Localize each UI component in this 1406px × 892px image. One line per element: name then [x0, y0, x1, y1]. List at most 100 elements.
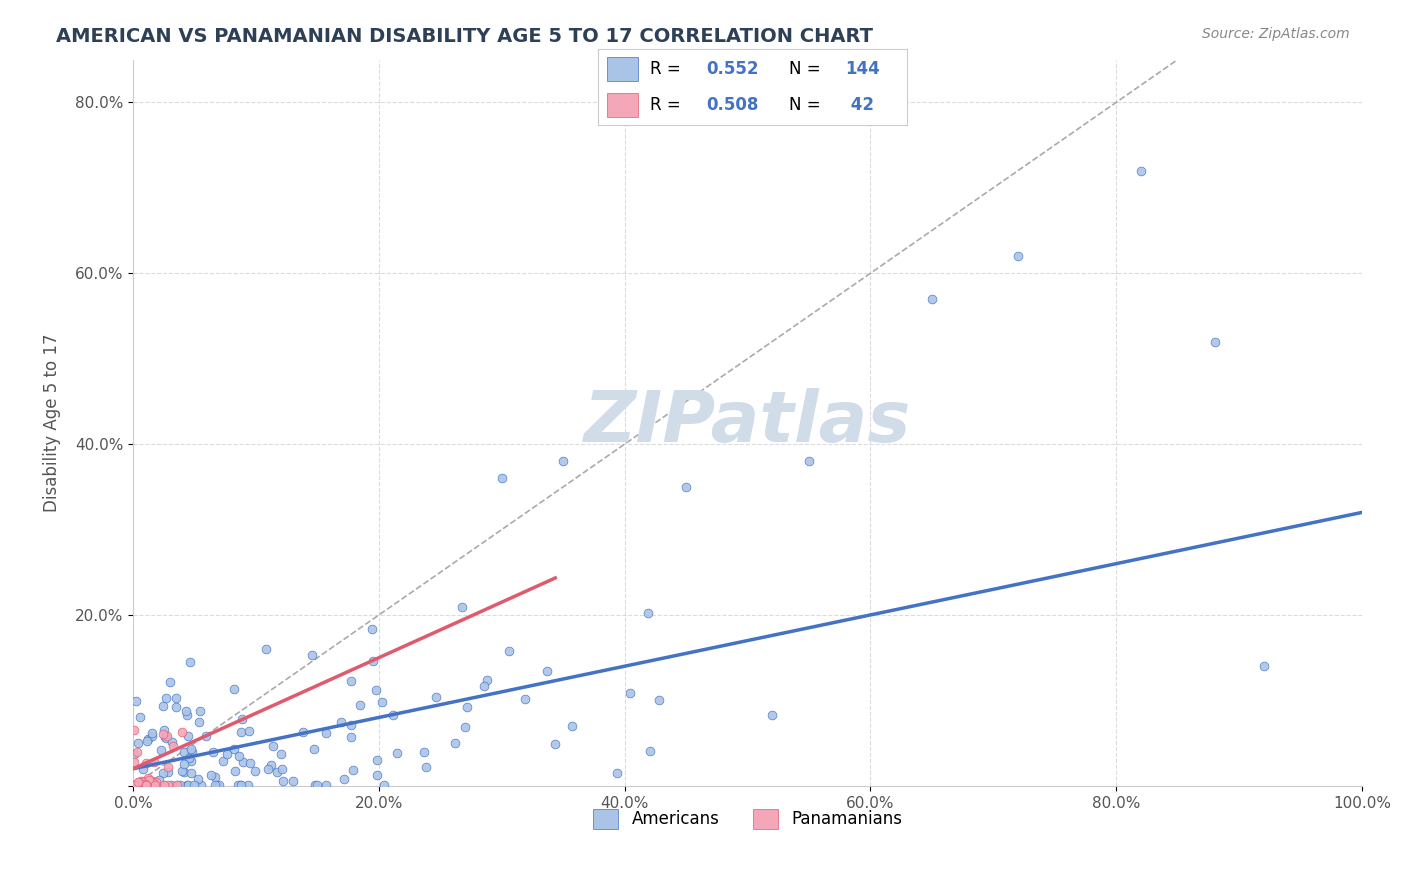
- Americans: [475, 673, 498, 687]
- Americans: [256, 762, 278, 776]
- Americans: [307, 778, 329, 792]
- Americans: [229, 778, 252, 792]
- Panamanians: [135, 778, 157, 792]
- Americans: [159, 674, 181, 689]
- Americans: [148, 772, 170, 787]
- Americans: [472, 679, 495, 693]
- Americans: [254, 641, 277, 656]
- Americans: [1204, 334, 1226, 349]
- Bar: [607, 57, 638, 81]
- Text: R =: R =: [650, 60, 686, 78]
- Americans: [173, 756, 195, 771]
- Americans: [224, 764, 246, 778]
- Panamanians: [142, 773, 165, 788]
- Panamanians: [156, 729, 179, 743]
- Americans: [134, 778, 156, 792]
- Americans: [155, 731, 177, 745]
- Panamanians: [138, 777, 160, 791]
- Americans: [157, 764, 180, 779]
- Americans: [169, 778, 191, 792]
- Americans: [165, 700, 187, 714]
- Text: ZIPatlas: ZIPatlas: [583, 388, 911, 458]
- Panamanians: [128, 778, 150, 792]
- Americans: [339, 730, 361, 744]
- Text: R =: R =: [650, 96, 686, 114]
- Americans: [413, 745, 436, 759]
- Americans: [1253, 659, 1275, 673]
- Americans: [382, 707, 405, 722]
- Panamanians: [139, 778, 162, 792]
- Americans: [176, 778, 198, 792]
- Americans: [236, 778, 259, 792]
- Panamanians: [170, 724, 193, 739]
- Americans: [177, 778, 200, 792]
- Panamanians: [129, 778, 152, 792]
- Americans: [132, 762, 155, 776]
- Panamanians: [128, 775, 150, 789]
- Americans: [145, 778, 167, 792]
- Americans: [180, 754, 202, 768]
- Americans: [187, 772, 209, 786]
- Americans: [239, 756, 262, 770]
- Americans: [145, 778, 167, 792]
- Americans: [619, 686, 641, 700]
- Panamanians: [145, 775, 167, 789]
- Americans: [176, 708, 198, 723]
- Americans: [637, 606, 659, 620]
- Americans: [134, 778, 156, 792]
- Text: N =: N =: [789, 96, 827, 114]
- Americans: [243, 764, 266, 779]
- Americans: [302, 741, 325, 756]
- Panamanians: [127, 774, 149, 789]
- Americans: [283, 774, 305, 789]
- Americans: [138, 732, 160, 747]
- Americans: [371, 695, 394, 709]
- Panamanians: [136, 773, 159, 788]
- Americans: [222, 742, 245, 756]
- Panamanians: [134, 778, 156, 792]
- Americans: [513, 692, 536, 706]
- Americans: [204, 770, 226, 784]
- Americans: [454, 720, 477, 734]
- Panamanians: [138, 772, 160, 787]
- Americans: [129, 778, 152, 792]
- Americans: [132, 778, 155, 792]
- Americans: [342, 763, 364, 777]
- Americans: [315, 726, 337, 740]
- Americans: [170, 764, 193, 778]
- Panamanians: [131, 778, 153, 792]
- Panamanians: [142, 756, 165, 770]
- Text: N =: N =: [789, 60, 827, 78]
- Americans: [125, 694, 148, 708]
- Americans: [536, 665, 558, 679]
- Americans: [638, 744, 661, 758]
- Americans: [301, 648, 323, 662]
- Panamanians: [135, 778, 157, 792]
- Americans: [238, 724, 260, 739]
- Americans: [183, 778, 205, 792]
- Americans: [921, 292, 943, 306]
- Americans: [315, 778, 337, 792]
- Americans: [177, 729, 200, 743]
- Americans: [339, 717, 361, 731]
- Panamanians: [129, 774, 152, 789]
- Panamanians: [166, 778, 188, 792]
- Americans: [232, 756, 254, 770]
- Legend: Americans, Panamanians: Americans, Panamanians: [586, 802, 908, 836]
- Americans: [266, 765, 288, 780]
- Americans: [544, 737, 567, 751]
- Americans: [177, 750, 200, 764]
- Americans: [349, 698, 371, 712]
- Americans: [124, 778, 146, 792]
- Americans: [165, 691, 187, 706]
- Americans: [141, 726, 163, 740]
- Americans: [262, 739, 284, 754]
- Bar: [607, 93, 638, 118]
- Americans: [155, 731, 177, 746]
- Panamanians: [124, 778, 146, 792]
- Americans: [166, 778, 188, 792]
- Panamanians: [134, 777, 156, 791]
- Americans: [292, 725, 315, 739]
- Americans: [152, 698, 174, 713]
- Panamanians: [152, 727, 174, 741]
